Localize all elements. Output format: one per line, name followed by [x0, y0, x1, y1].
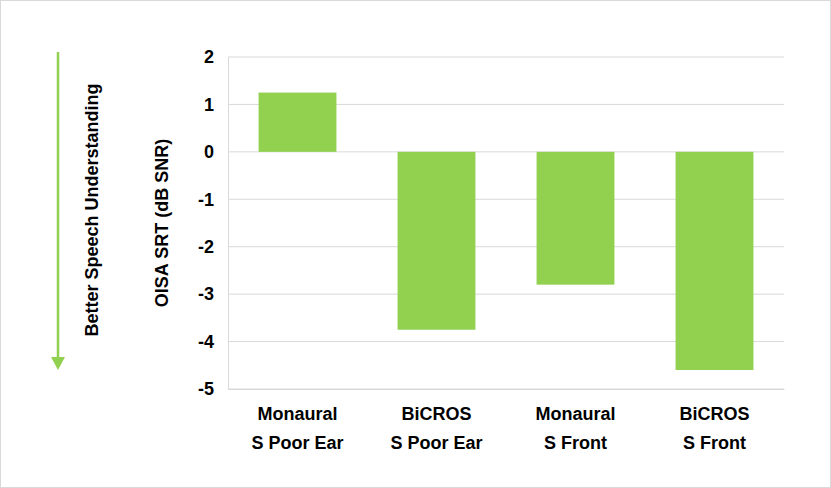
bars: [259, 93, 754, 370]
y-axis-title: OISA SRT (dB SNR): [152, 139, 172, 307]
y-tick-label: -1: [198, 190, 214, 210]
x-tick: BiCROS S Poor Ear: [390, 389, 482, 453]
y-tick: -4: [198, 332, 228, 352]
x-tick-label-line: BiCROS: [679, 404, 749, 424]
x-tick: Monaural S Poor Ear: [251, 389, 343, 453]
y-tick: -2: [198, 237, 228, 257]
x-tick-label: Monaural S Front: [535, 404, 615, 453]
bar: [537, 152, 615, 285]
x-tick-label-line: S Poor Ear: [390, 433, 482, 453]
y-tick: 1: [204, 95, 228, 115]
y-tick-label: -5: [198, 379, 214, 399]
bar: [398, 152, 476, 330]
x-axis: MonauralS Poor EarBiCROSS Poor EarMonaur…: [229, 389, 785, 453]
x-tick: BiCROS S Front: [679, 389, 749, 453]
x-tick-label-line: S Front: [544, 433, 607, 453]
y-tick: 0: [204, 142, 228, 162]
bar: [259, 93, 337, 152]
x-tick-label-line: S Front: [683, 433, 746, 453]
y-tick-label: 0: [204, 142, 214, 162]
x-tick-label-line: Monaural: [257, 404, 337, 424]
annotation: Better Speech Understanding: [51, 52, 102, 370]
x-axis-line: [229, 389, 785, 390]
x-tick-label-line: BiCROS: [401, 404, 471, 424]
arrow-head: [51, 357, 65, 370]
x-tick-label: Monaural S Poor Ear: [251, 404, 343, 453]
x-tick-label: BiCROS S Front: [679, 404, 749, 453]
annotation-text: Better Speech Understanding: [82, 83, 102, 336]
frame: [1, 1, 831, 488]
x-tick: Monaural S Front: [535, 389, 615, 453]
y-tick-label: 2: [204, 47, 214, 67]
y-tick-label: -2: [198, 237, 214, 257]
y-tick-label: 1: [204, 95, 214, 115]
y-tick: -3: [198, 284, 228, 304]
y-tick: -1: [198, 190, 228, 210]
y-tick-label: -3: [198, 284, 214, 304]
x-tick-label: BiCROS S Poor Ear: [390, 404, 482, 453]
y-axis-line: [228, 58, 229, 390]
bar: [676, 152, 754, 370]
chart: -5 -4 -3 -2 -1 0 1 2 Monaural S Poor Ear BiCROS S P…: [0, 0, 831, 488]
x-tick-label-line: Monaural: [535, 404, 615, 424]
y-axis: -5 -4 -3 -2 -1 0 1 2: [198, 47, 229, 399]
x-tick-label-line: S Poor Ear: [251, 433, 343, 453]
grid-line: [228, 389, 784, 390]
y-tick: -5: [198, 379, 228, 399]
y-tick: 2: [204, 47, 228, 67]
grid: [228, 57, 784, 389]
grid-line: [228, 57, 784, 58]
y-tick-label: -4: [198, 332, 214, 352]
arrow-shaft: [57, 52, 60, 358]
